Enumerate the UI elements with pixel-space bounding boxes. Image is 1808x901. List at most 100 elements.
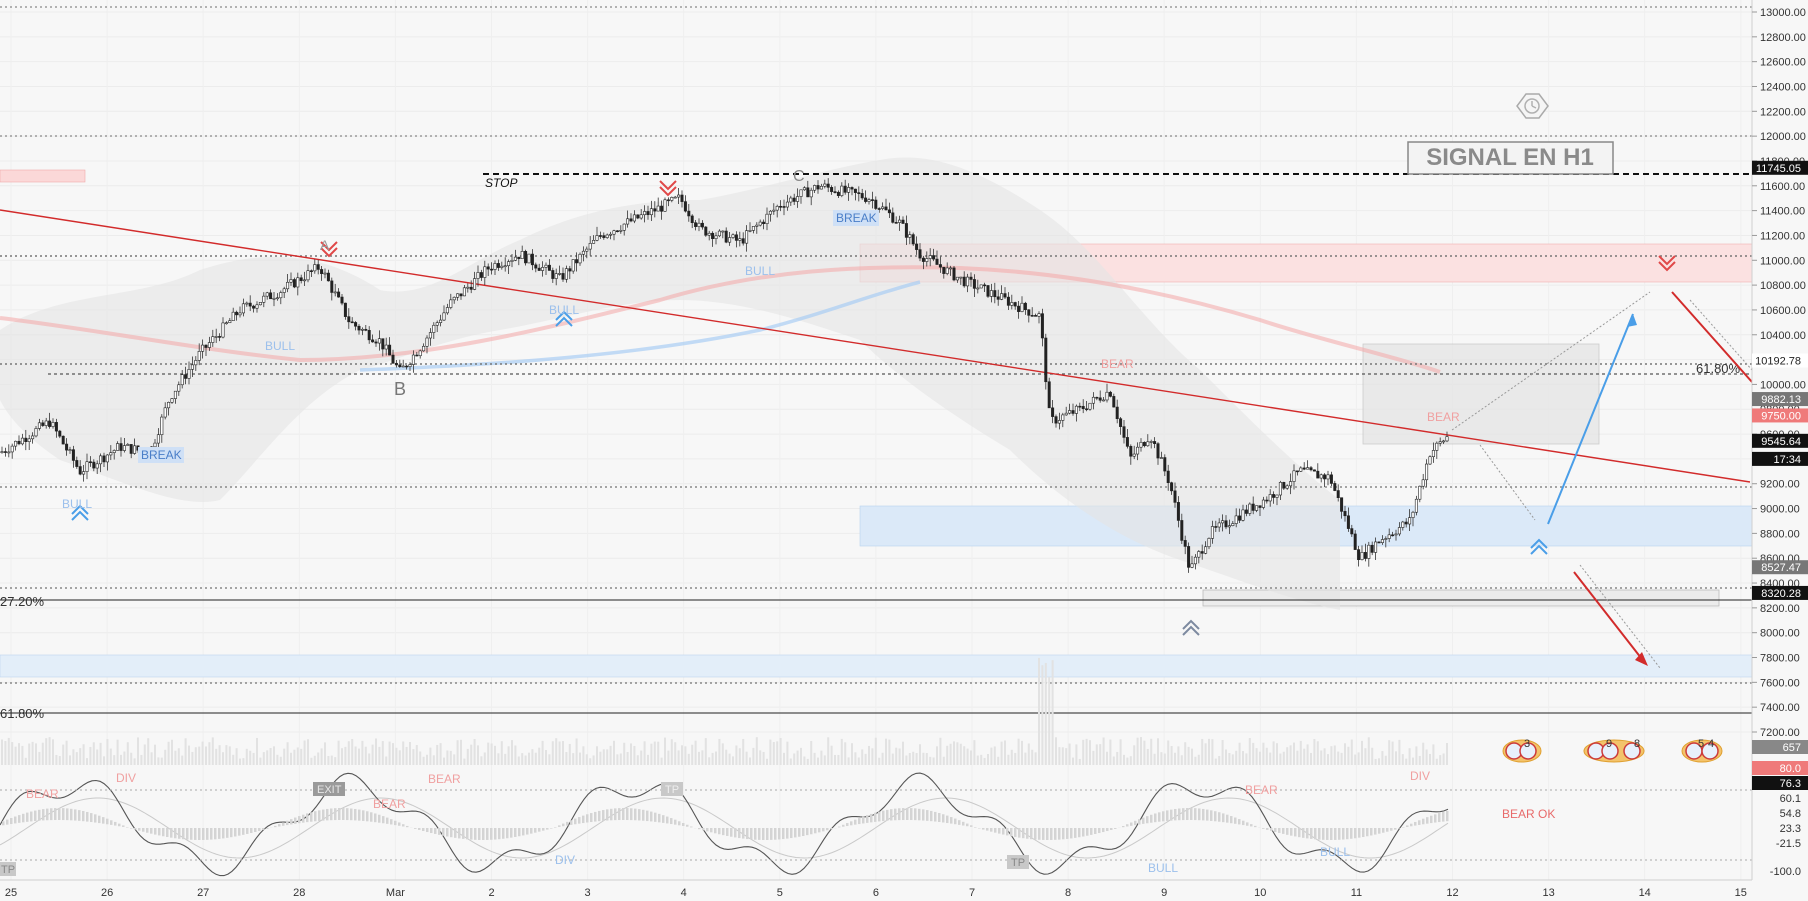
volume-bar (1109, 739, 1112, 765)
osc-histogram-bar (582, 815, 585, 824)
osc-histogram-bar (594, 811, 597, 822)
candle-body (612, 230, 616, 235)
candle-body (731, 234, 735, 238)
candle-body (309, 270, 313, 272)
osc-histogram-bar (910, 808, 913, 821)
osc-histogram-bar (702, 828, 705, 831)
osc-histogram-bar (514, 828, 517, 837)
osc-histogram-bar (222, 828, 225, 839)
candle-body (231, 311, 235, 322)
osc-histogram-bar (878, 811, 881, 822)
price-badge-bg (1752, 408, 1808, 423)
volume-bar (517, 756, 520, 765)
volume-bar (613, 740, 615, 765)
volume-bar (854, 752, 857, 765)
candle-body (112, 450, 116, 453)
candle-body (1125, 437, 1129, 447)
price-badge-bg (1752, 353, 1808, 368)
osc-histogram-bar (1086, 828, 1089, 836)
candle-body (989, 290, 993, 297)
volume-bar (1381, 751, 1384, 765)
candle-body (1146, 441, 1150, 447)
candle-body (95, 463, 99, 469)
osc-histogram-bar (690, 826, 693, 828)
candle-body (1027, 309, 1031, 316)
volume-bar (732, 756, 734, 765)
clock-icon[interactable] (1516, 93, 1549, 119)
candle-body (1166, 470, 1170, 484)
volume-bar (507, 746, 510, 765)
candle-body (1387, 534, 1391, 539)
candle-body (374, 341, 378, 344)
candle-body (1085, 408, 1089, 411)
osc-histogram-bar (1130, 822, 1133, 826)
volume-bar (1228, 752, 1231, 765)
time-axis-panel[interactable] (0, 880, 1808, 901)
volume-bar (436, 744, 439, 765)
candle-body (966, 276, 970, 287)
candle-body (1214, 526, 1218, 528)
candle-body (564, 268, 568, 280)
candle-body (357, 325, 361, 331)
candle-body (972, 279, 976, 289)
volume-bar (647, 754, 649, 765)
osc-histogram-bar (930, 810, 933, 822)
osc-histogram-bar (994, 828, 997, 833)
candle-body (1384, 538, 1388, 540)
osc-histogram-bar (170, 828, 173, 838)
candle-body (877, 208, 881, 210)
candle-body (806, 187, 810, 198)
price-tick-label: 8000.00 (1760, 628, 1800, 640)
osc-histogram-bar (586, 814, 589, 823)
candle-body (1064, 412, 1068, 416)
candle-body (1272, 494, 1276, 498)
candle-body (194, 360, 198, 366)
volume-bar (592, 755, 595, 765)
candle-body (520, 251, 524, 259)
osc-histogram-bar (186, 828, 189, 840)
event-flag-icon[interactable]: 3 (1502, 738, 1542, 763)
volume-bar (171, 739, 173, 765)
candle-body (1017, 305, 1021, 312)
osc-histogram-bar (1310, 828, 1313, 839)
volume-bar (276, 754, 279, 765)
candle-body (792, 197, 796, 202)
osc-histogram-bar (386, 817, 389, 824)
point-b-label: B (394, 379, 406, 399)
osc-histogram-bar (226, 828, 229, 838)
candle-body (1282, 481, 1286, 489)
candle-body (170, 398, 174, 403)
osc-histogram-bar (102, 817, 105, 824)
osc-histogram-bar (318, 810, 321, 821)
osc-histogram-bar (1370, 828, 1373, 836)
time-tick-label: 10 (1254, 887, 1266, 899)
volume-bar (334, 757, 337, 765)
candle-body (333, 291, 337, 294)
osc-histogram-bar (1078, 828, 1081, 838)
osc-histogram-bar (154, 828, 157, 835)
candle-body (1241, 509, 1245, 521)
volume-bar (378, 746, 381, 765)
candle-body (1289, 481, 1293, 487)
candle-body (20, 437, 24, 445)
candle-body (1068, 410, 1072, 414)
candle-body (632, 214, 636, 222)
candle-body (1275, 494, 1279, 498)
osc-histogram-bar (966, 823, 969, 827)
price-tick-label: 12600.00 (1760, 57, 1806, 69)
event-flag-icon[interactable]: 5 4 (1681, 738, 1723, 763)
volume-bar (256, 737, 258, 765)
osc-histogram-bar (214, 828, 217, 840)
osc-histogram-bar (1094, 828, 1097, 834)
candle-body (418, 350, 422, 357)
osc-histogram-bar (1070, 828, 1073, 839)
volume-bar (72, 749, 75, 765)
candle-body (704, 226, 708, 236)
candle-body (1139, 441, 1143, 448)
projection-red-arrow-2 (1573, 571, 1646, 664)
candle-body (1224, 520, 1228, 528)
osc-histogram-bar (1210, 810, 1213, 821)
event-flag-icon[interactable]: 9 8 (1583, 738, 1645, 763)
volume-bar (1214, 758, 1217, 765)
